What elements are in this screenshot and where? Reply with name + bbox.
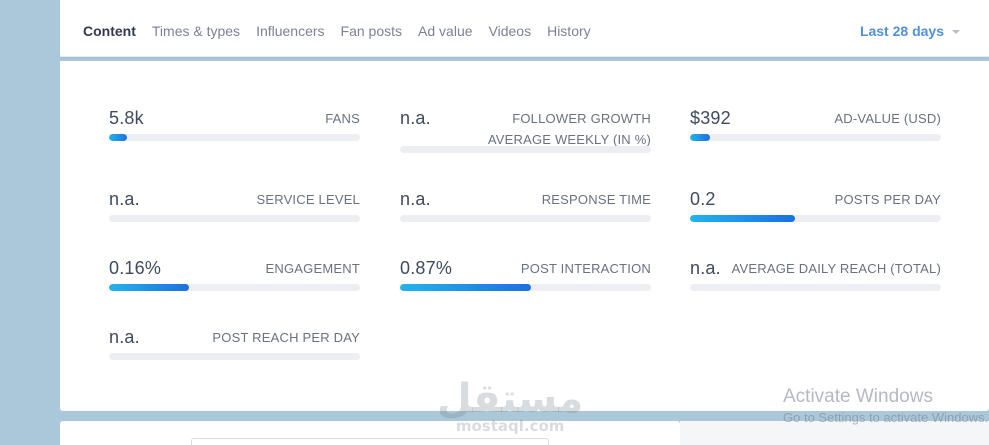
bottom-card [60, 421, 680, 445]
metric-bar [690, 215, 941, 222]
metric-bar-fill [690, 215, 796, 222]
metric-label: Ad-value (USD) [834, 111, 941, 126]
metric-bar [109, 134, 360, 141]
metric-bar-fill [400, 284, 531, 291]
tab-videos[interactable]: Videos [488, 23, 532, 39]
metric-bar [690, 134, 941, 141]
metric-value: n.a. [690, 258, 721, 278]
date-range-label: Last 28 days [859, 23, 944, 39]
tab-times-types[interactable]: Times & types [151, 23, 241, 39]
metric-bar [400, 284, 651, 291]
metric-bar [400, 215, 651, 222]
metric-bar-fill [690, 134, 711, 141]
watermark-arabic: مستقل [437, 376, 584, 422]
metric-label: Post interaction [520, 261, 651, 276]
metric-label: Average daily reach (total) [731, 261, 941, 276]
metric-label: Post reach per day [212, 330, 360, 345]
activate-windows-subtitle: Go to Settings to activate Windows. [783, 410, 989, 425]
metric-bar [109, 284, 360, 291]
metric-value: n.a. [400, 189, 431, 209]
watermark-latin: mostaql.com [455, 417, 565, 435]
metric-label: Posts per day [834, 192, 941, 207]
activate-windows-title: Activate Windows [783, 386, 933, 407]
metric-bar-fill [109, 284, 190, 291]
metric-value: 0.2 [690, 189, 716, 209]
tab-bar: Content Times & types Influencers Fan po… [60, 0, 989, 57]
chevron-down-icon [952, 29, 960, 34]
metric-bar [400, 146, 651, 153]
metric-value: n.a. [109, 327, 140, 347]
metric-bar [109, 353, 360, 360]
tab-fan-posts[interactable]: Fan posts [340, 23, 403, 39]
metric-label: Engagement [265, 261, 360, 276]
metric-label: Service level [256, 192, 360, 207]
bottom-input-edge [191, 438, 549, 445]
metric-value: n.a. [109, 189, 140, 209]
metric-bar [690, 284, 941, 291]
metric-value: n.a. [400, 108, 431, 128]
metric-label: Response time [541, 192, 651, 207]
metric-label: Follower growth average weekly (in %) [487, 111, 651, 147]
metric-label: Fans [325, 111, 360, 126]
tab-list: Content Times & types Influencers Fan po… [83, 23, 607, 39]
metrics-panel: 5.8k Fans n.a. Follower growth average w… [60, 61, 989, 411]
metric-value: 0.16% [109, 258, 162, 278]
watermark-logo: مستقل mostaql.com [437, 376, 584, 435]
date-range-dropdown[interactable]: Last 28 days [860, 23, 960, 39]
tab-history[interactable]: History [547, 23, 591, 39]
metric-bar-fill [109, 134, 127, 141]
metric-value: 5.8k [109, 108, 144, 128]
tab-influencers[interactable]: Influencers [256, 23, 325, 39]
tab-content[interactable]: Content [83, 23, 136, 39]
bottom-right-panel [680, 421, 989, 445]
metric-value: $392 [690, 108, 731, 128]
tab-ad-value[interactable]: Ad value [418, 23, 473, 39]
metric-value: 0.87% [400, 258, 453, 278]
activate-windows-notice: Activate Windows Go to Settings to activ… [783, 386, 988, 428]
metric-bar [109, 215, 360, 222]
